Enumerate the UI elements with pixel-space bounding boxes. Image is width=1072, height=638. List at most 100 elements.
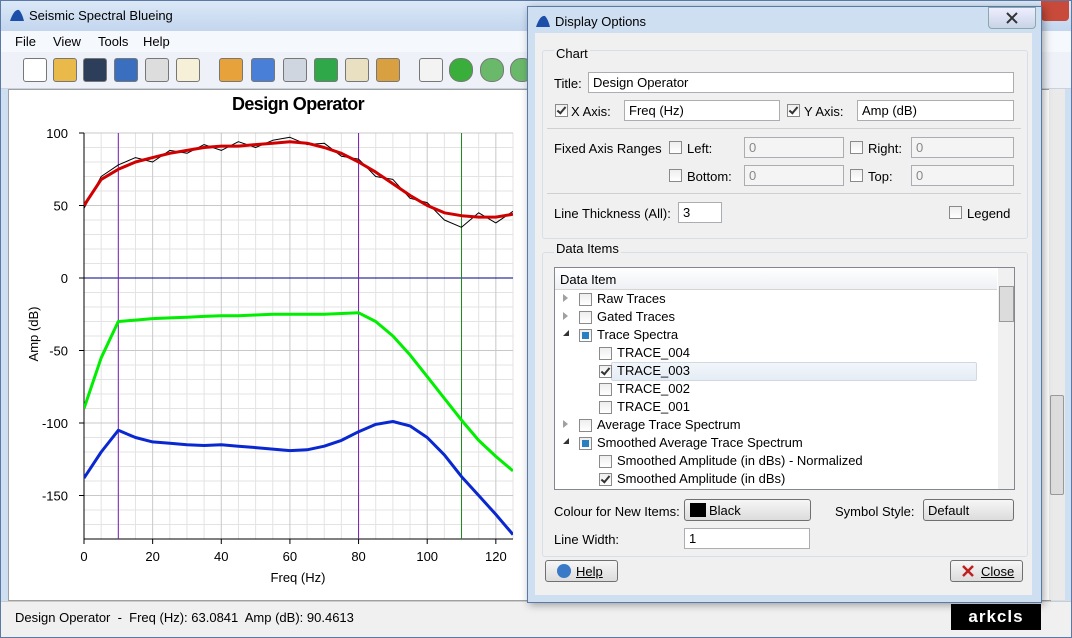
bottom-input[interactable]: 0 <box>744 165 844 186</box>
top-checkbox[interactable] <box>850 169 863 182</box>
legend-checkbox[interactable] <box>949 206 962 219</box>
checkbox[interactable] <box>599 455 612 468</box>
tool-4[interactable] <box>314 58 338 82</box>
checkbox[interactable] <box>599 473 612 486</box>
label: Line Width: <box>554 532 620 547</box>
tool-2[interactable] <box>251 58 275 82</box>
label: X Axis: <box>571 104 611 119</box>
x-tick-label: 20 <box>145 549 159 564</box>
help-button[interactable]: Help <box>545 560 618 582</box>
separator <box>547 193 1021 194</box>
menu-item[interactable]: Help <box>143 34 170 49</box>
checkbox[interactable] <box>599 365 612 378</box>
tree-item[interactable]: TRACE_004 <box>617 345 690 360</box>
y-tick-label: 0 <box>61 271 68 286</box>
scroll-thumb[interactable] <box>999 286 1014 322</box>
left-checkbox[interactable] <box>669 141 682 154</box>
refresh-button[interactable] <box>449 58 473 82</box>
close-button[interactable]: Close <box>950 560 1023 582</box>
expander[interactable] <box>563 438 569 444</box>
group-label: Chart <box>554 46 590 61</box>
y-axis-input[interactable]: Amp (dB) <box>857 100 1014 121</box>
scroll-thumb[interactable] <box>1050 395 1064 495</box>
menu-item[interactable]: File <box>15 34 36 49</box>
x-axis-input[interactable]: Freq (Hz) <box>624 100 780 121</box>
label: Fixed Axis Ranges <box>554 141 662 156</box>
x-axis-label: Freq (Hz) <box>271 570 326 585</box>
window-title: Seismic Spectral Blueing <box>29 8 173 23</box>
y-axis-label: Amp (dB) <box>26 307 41 362</box>
save-as-button[interactable] <box>114 58 138 82</box>
chart-title: Design Operator <box>232 94 365 114</box>
right-input[interactable]: 0 <box>911 137 1014 158</box>
tree-item[interactable]: Trace Spectra <box>597 327 679 342</box>
left-input[interactable]: 0 <box>744 137 844 158</box>
checkbox[interactable] <box>579 293 592 306</box>
separator <box>547 128 1021 129</box>
label: Left: <box>687 141 713 156</box>
tree-item[interactable]: Smoothed Amplitude (in dBs) <box>617 471 786 486</box>
data-line <box>84 140 513 219</box>
bottom-checkbox[interactable] <box>669 169 682 182</box>
menu-item[interactable]: View <box>53 34 81 49</box>
tree-item[interactable]: TRACE_002 <box>617 381 690 396</box>
tree-item[interactable]: Average Trace Spectrum <box>597 417 741 432</box>
x-axis-checkbox[interactable] <box>555 104 568 117</box>
y-axis-checkbox[interactable] <box>787 104 800 117</box>
checkbox[interactable] <box>579 329 592 342</box>
checkbox[interactable] <box>599 347 612 360</box>
tool-3[interactable] <box>283 58 307 82</box>
tree-item[interactable]: Smoothed Average Trace Spectrum <box>597 435 803 450</box>
logo: arkcls <box>951 604 1041 630</box>
dialog-close[interactable] <box>988 7 1036 29</box>
print-button[interactable] <box>145 58 169 82</box>
tool-6[interactable] <box>376 58 400 82</box>
thickness-spin[interactable]: 3 <box>678 202 722 223</box>
data-line <box>84 311 513 473</box>
y-tick-label: -100 <box>42 416 68 431</box>
x-tick-label: 80 <box>351 549 365 564</box>
checkbox[interactable] <box>579 311 592 324</box>
scrollbar[interactable] <box>1049 89 1065 600</box>
checkbox[interactable] <box>579 419 592 432</box>
colour-dropdown[interactable]: Black <box>684 499 811 521</box>
menu-item[interactable]: Tools <box>98 34 129 49</box>
tree-item[interactable]: Raw Traces <box>597 291 666 306</box>
tool-5[interactable] <box>345 58 369 82</box>
close-window[interactable] <box>1041 1 1069 21</box>
tree-scrollbar[interactable] <box>998 268 1014 489</box>
label: Legend <box>967 206 1011 221</box>
expander[interactable] <box>563 312 568 320</box>
y-tick-label: 100 <box>46 126 68 141</box>
label: Bottom: <box>687 169 732 184</box>
tree-item[interactable]: Gated Traces <box>597 309 676 324</box>
top-input[interactable]: 0 <box>911 165 1014 186</box>
tool-1[interactable] <box>219 58 243 82</box>
save-button[interactable] <box>83 58 107 82</box>
dialog-body: Chart Title: Design Operator X Axis: Fre… <box>535 33 1032 595</box>
report-button[interactable] <box>176 58 200 82</box>
app-icon <box>10 9 24 21</box>
label: Right: <box>868 141 902 156</box>
tree-item[interactable]: TRACE_003 <box>617 363 690 378</box>
line-width-spin[interactable]: 1 <box>684 528 810 549</box>
zoom-in-button[interactable] <box>480 58 504 82</box>
open-button[interactable] <box>53 58 77 82</box>
chart: Design Operator Freq (Hz) Amp (dB) 0 20 40… <box>26 94 514 585</box>
right-checkbox[interactable] <box>850 141 863 154</box>
checkbox[interactable] <box>599 401 612 414</box>
label: Title: <box>554 76 582 91</box>
x-tick-label: 100 <box>416 549 438 564</box>
expander[interactable] <box>563 294 568 302</box>
grid-button[interactable] <box>419 58 443 82</box>
new-button[interactable] <box>23 58 47 82</box>
expander[interactable] <box>563 420 568 428</box>
tree-item[interactable]: TRACE_001 <box>617 399 690 414</box>
expander[interactable] <box>563 330 569 336</box>
tree-item[interactable]: Smoothed Amplitude (in dBs) - Normalized <box>617 453 863 468</box>
symbol-dropdown[interactable]: Default <box>923 499 1014 521</box>
checkbox[interactable] <box>599 383 612 396</box>
status-bar: Design Operator - Freq (Hz): 63.0841 Amp… <box>1 601 1071 637</box>
title-input[interactable]: Design Operator <box>588 72 1014 93</box>
checkbox[interactable] <box>579 437 592 450</box>
